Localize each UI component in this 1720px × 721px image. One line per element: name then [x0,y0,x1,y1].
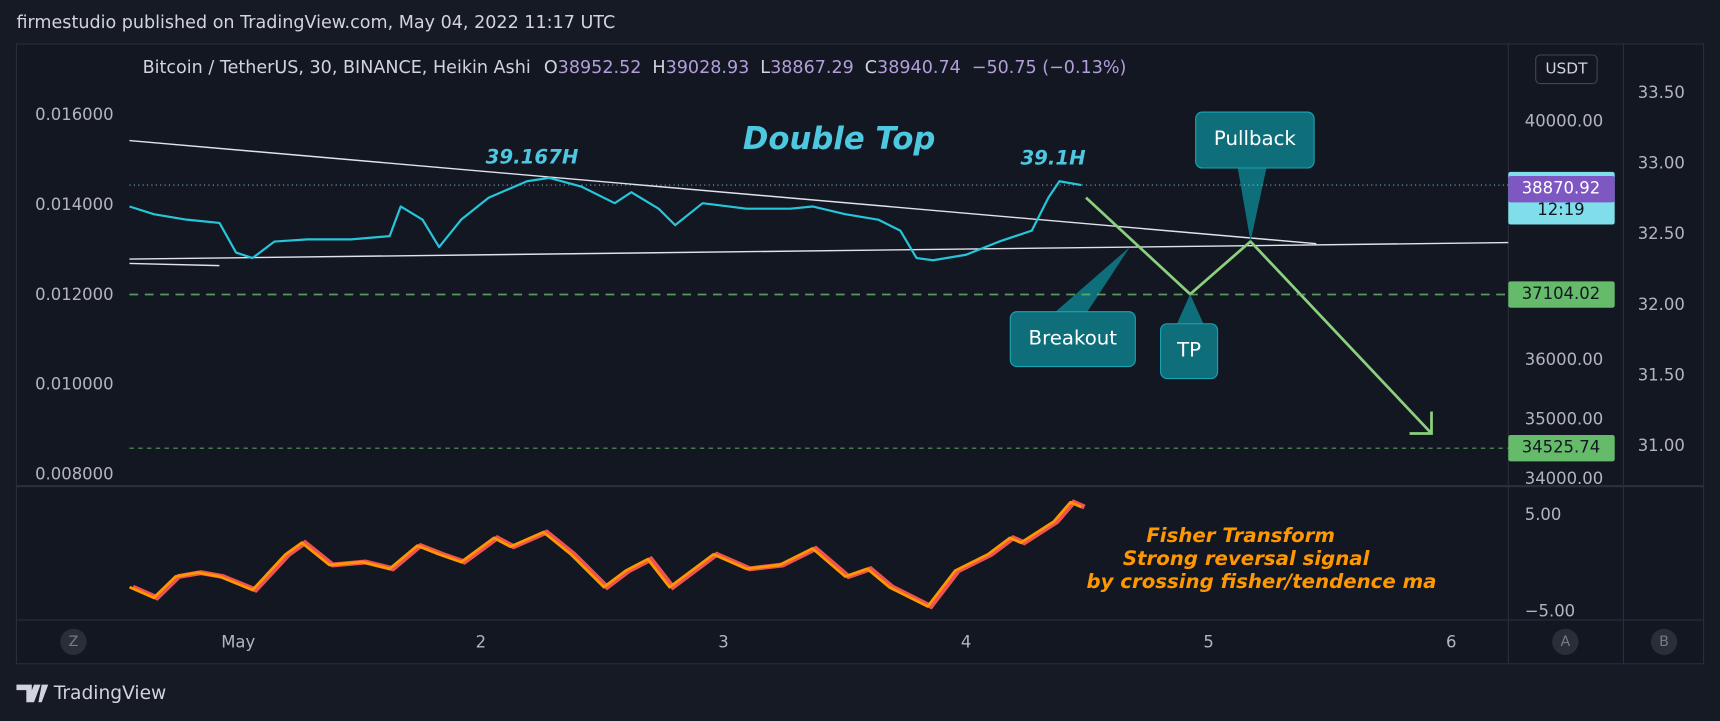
toolbar-button[interactable] [60,628,87,656]
x-tick-label: 4 [961,632,971,651]
toolbar-label[interactable]: Z [69,634,79,650]
chart-frame [15,43,1705,665]
publisher: firmestudio published on TradingView.com… [16,13,615,33]
x-tick-label: 6 [1446,632,1456,651]
price-label-box [1508,281,1615,308]
ohlc-value: 38867.29 [770,58,854,78]
y3-tick-label: 33.00 [1638,154,1685,173]
tp-label: TP [1176,339,1201,362]
breakout-label: Breakout [1029,327,1118,350]
price-label: 38870.92 [1522,179,1600,198]
y3-tick-label: 31.00 [1638,436,1685,455]
currency-box [1535,54,1598,85]
brand-logo [16,684,49,703]
y-tick-label: 35000.00 [1525,409,1603,428]
ohlc-key: O [544,58,558,78]
projection-path [1085,196,1433,435]
x-tick-label: 3 [718,632,728,651]
toolbar-label[interactable]: B [1659,634,1669,650]
ohlc-key: C [865,58,877,78]
price-label-box [1508,176,1615,203]
y3-tick-label: 33.50 [1638,83,1685,102]
y-tick-label: 34000.00 [1525,469,1603,488]
indicator-title: Fisher Transform [1146,524,1335,547]
countdown: 12:19 [1537,200,1584,219]
pattern-title: Double Top [743,121,936,157]
y3-tick-label: 32.00 [1638,295,1685,314]
price-label: 37104.02 [1522,284,1600,303]
x-tick-label: 2 [476,632,486,651]
price-label-box [1508,435,1615,462]
toolbar-button[interactable] [1650,628,1678,656]
projection-arrow [1409,411,1433,435]
trend-line [129,262,220,267]
fisher-tick-label: 5.00 [1525,505,1562,524]
y2-tick-label: 0.008000 [35,465,113,484]
x-tick-label: May [221,632,255,651]
top-label: 39.1H [1020,147,1086,170]
series-line [129,176,1082,262]
indicator-note: Strong reversal signal [1123,547,1370,570]
brand: TradingView [53,683,167,704]
toolbar-button[interactable] [1552,628,1579,656]
y3-tick-label: 32.50 [1638,224,1685,243]
series-line [128,500,1082,608]
ohlc-key: H [652,58,665,78]
y2-tick-label: 0.012000 [35,285,113,304]
callout-box [1195,111,1315,169]
pullback-label: Pullback [1214,127,1296,150]
top-label: 39.167H [486,146,579,169]
y-tick-label: 40000.00 [1525,111,1603,130]
callout-pointer [1053,246,1130,314]
y-tick-label: 36000.00 [1525,350,1603,369]
y3-tick-label: 31.50 [1638,365,1685,384]
toolbar-label[interactable]: A [1560,634,1570,650]
callout-box [1009,311,1136,368]
y2-tick-label: 0.016000 [35,105,113,124]
price-label: 34525.74 [1522,438,1600,457]
signal-line [131,499,1086,610]
x-tick-label: 5 [1203,632,1213,651]
currency: USDT [1545,60,1588,78]
symbol: Bitcoin / TetherUS, 30, BINANCE, Heikin … [143,58,531,78]
y2-tick-label: 0.014000 [35,195,113,214]
trend-line [129,241,1509,260]
ohlc-key: L [760,58,770,78]
ohlc-value: 39028.93 [666,58,750,78]
symbol-legend: Bitcoin / TetherUS, 30, BINANCE, Heikin … [143,58,1127,78]
callout-box [1160,323,1219,380]
ohlc-value: 38952.52 [558,58,642,78]
y2-tick-label: 0.010000 [35,375,113,394]
change: −50.75 (−0.13%) [972,58,1127,78]
ohlc-value: 38940.74 [877,58,961,78]
fisher-tick-label: −5.00 [1525,602,1575,621]
indicator-note: by crossing fisher/tendence ma [1086,570,1436,593]
callout-pointer [1175,294,1205,326]
